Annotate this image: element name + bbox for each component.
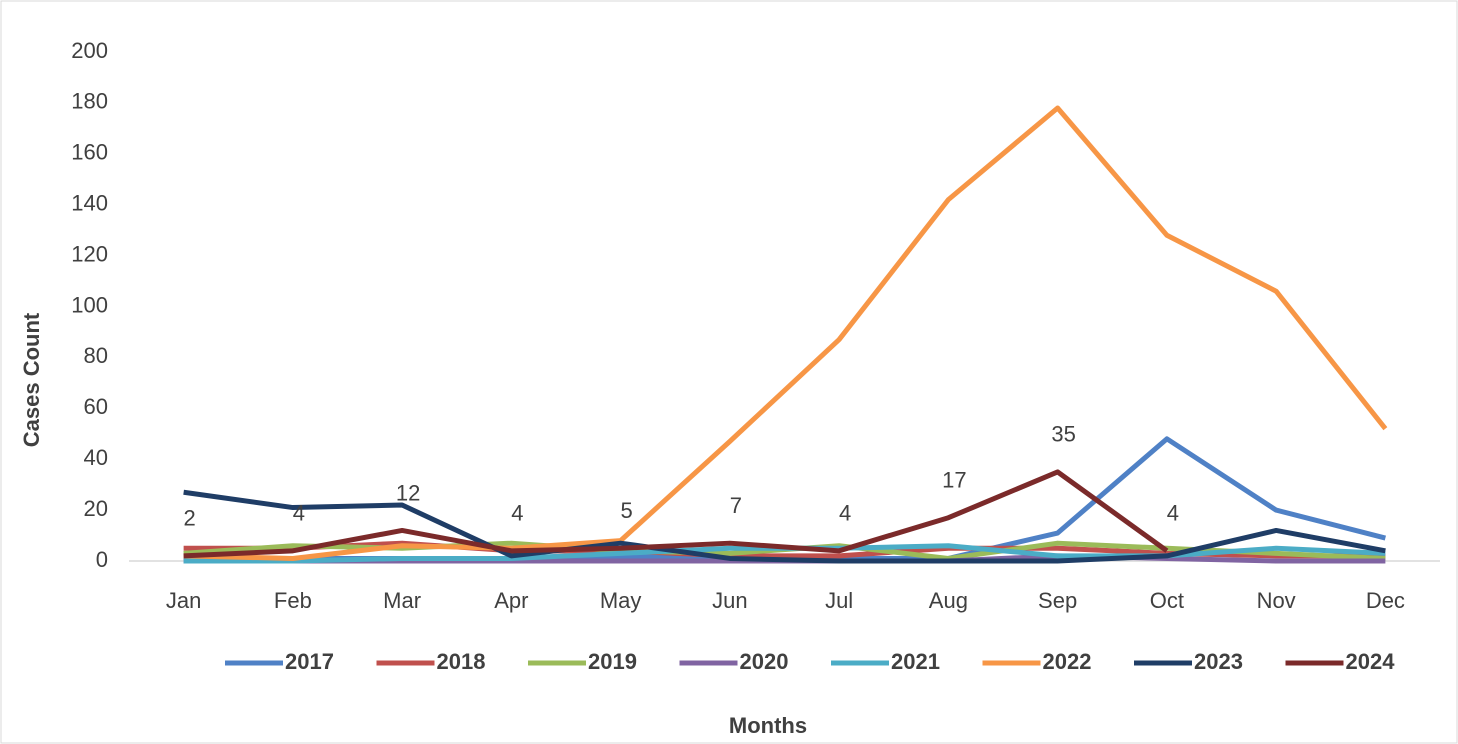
legend-label: 2019 [588,649,637,674]
x-axis-title: Months [729,713,807,738]
x-tick-label: Aug [929,588,968,613]
data-label: 17 [942,468,966,493]
x-tick-label: Nov [1257,588,1296,613]
legend-label: 2018 [437,649,486,674]
legend-label: 2017 [285,649,334,674]
x-tick-label: Feb [274,588,312,613]
series-line [183,469,1169,559]
y-tick-label: 180 [71,89,108,114]
y-tick-label: 100 [71,292,108,317]
y-tick-label: 140 [71,191,108,216]
y-axis-title: Cases Count [19,312,44,447]
x-tick-label: Oct [1150,588,1184,613]
x-tick-label: Dec [1366,588,1405,613]
y-tick-label: 200 [71,38,108,63]
x-tick-label: Jun [712,588,747,613]
data-label: 5 [621,498,633,523]
y-tick-label: 80 [84,343,108,368]
series-line [183,105,1388,561]
legend-label: 2024 [1346,649,1396,674]
data-label: 35 [1051,422,1075,447]
x-tick-label: Mar [383,588,421,613]
x-tick-label: Jul [825,588,853,613]
data-label: 4 [839,501,851,526]
data-label: 7 [730,493,742,518]
y-tick-label: 60 [84,394,108,419]
y-tick-label: 160 [71,140,108,165]
legend-label: 2021 [891,649,940,674]
legend-label: 2022 [1043,649,1092,674]
legend-label: 2020 [740,649,789,674]
data-label: 4 [1167,501,1179,526]
x-tick-label: May [600,588,642,613]
x-tick-label: Sep [1038,588,1077,613]
y-tick-label: 20 [84,496,108,521]
data-label: 4 [293,501,305,526]
series-line [183,489,1386,564]
data-label: 4 [511,501,523,526]
data-label: 2 [184,506,196,531]
x-tick-label: Apr [494,588,528,613]
x-tick-label: Jan [166,588,201,613]
y-tick-label: 120 [71,241,108,266]
y-tick-label: 40 [84,445,108,470]
data-label: 12 [396,480,420,505]
legend-label: 2023 [1194,649,1243,674]
y-tick-label: 0 [96,547,108,572]
